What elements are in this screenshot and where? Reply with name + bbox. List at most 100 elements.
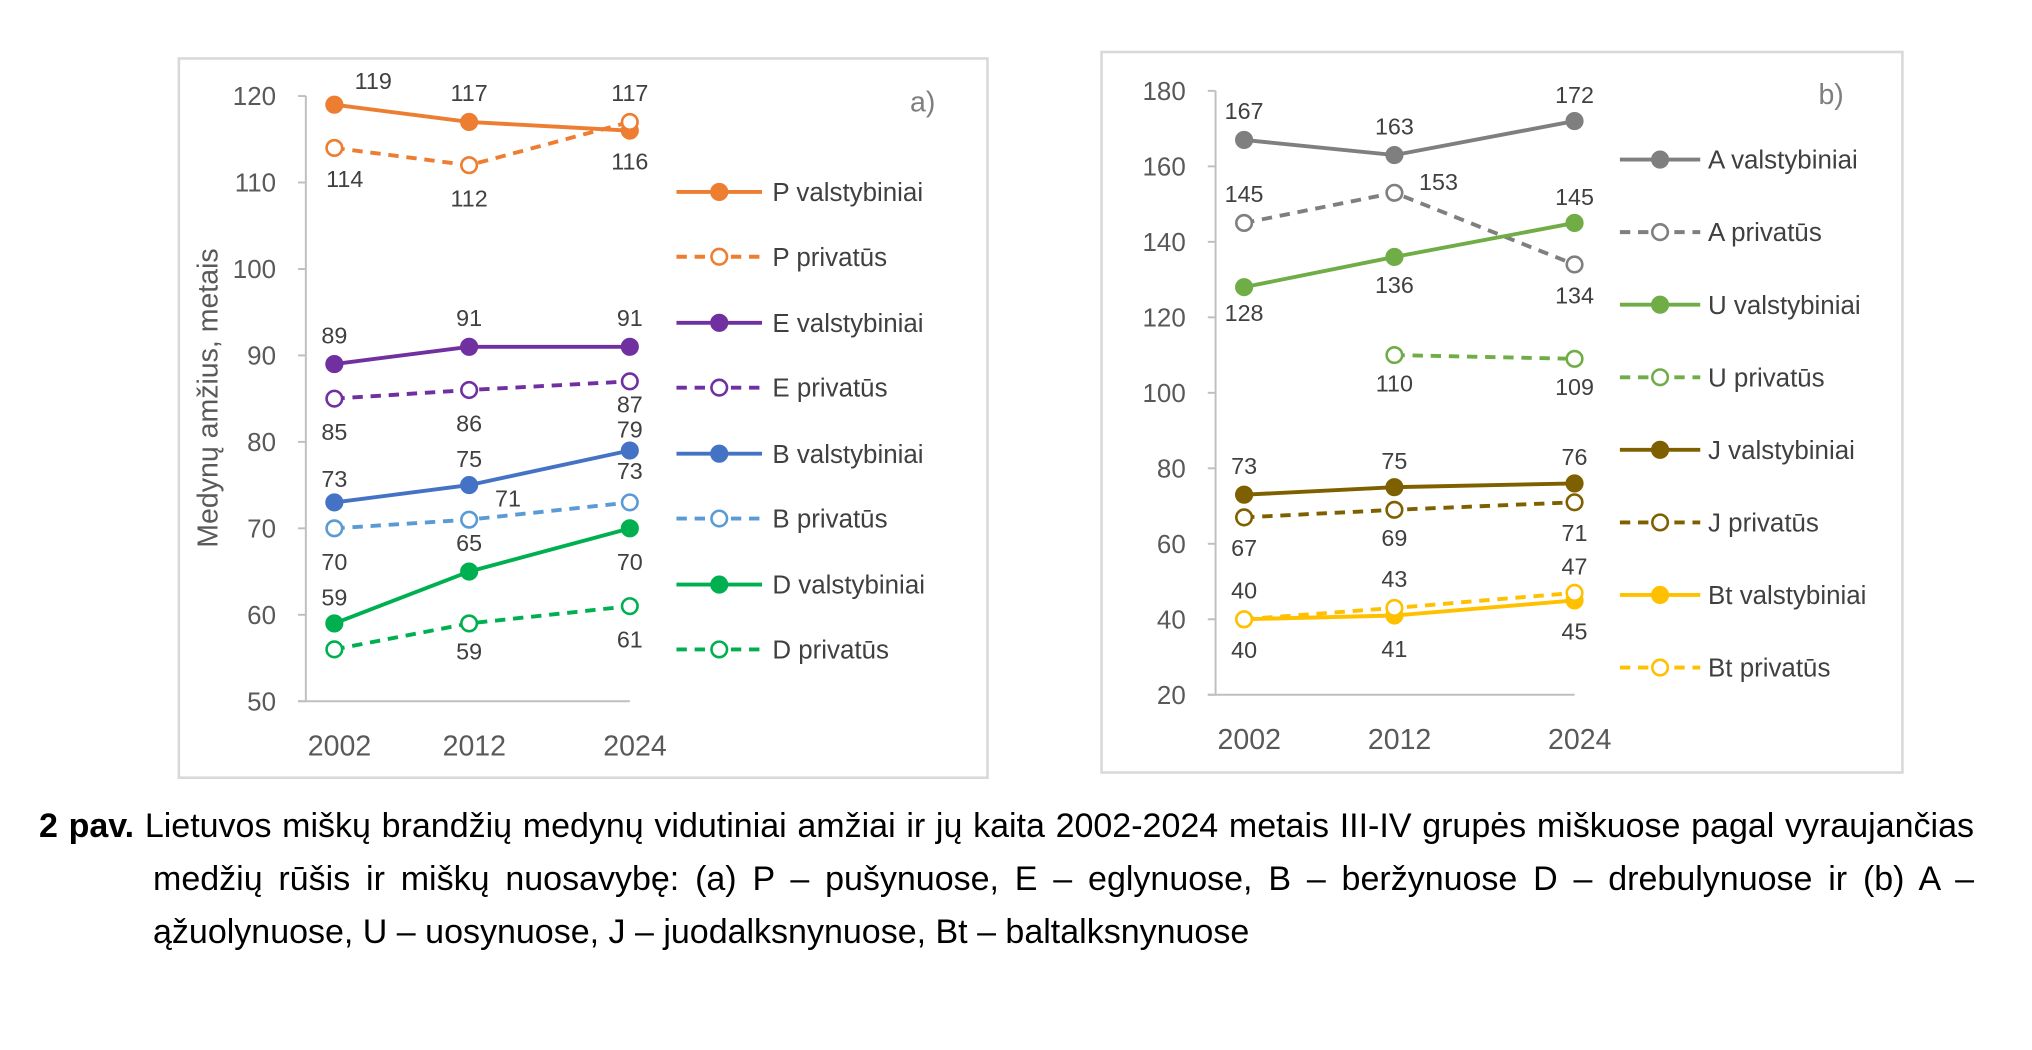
- series-u-privatūs: 110 109: [1376, 346, 1594, 400]
- data-point: [325, 493, 344, 512]
- data-label: 109: [1555, 374, 1594, 400]
- legend-marker: [1651, 223, 1670, 242]
- data-point: [1385, 247, 1404, 267]
- legend-marker: [710, 182, 729, 202]
- data-label: 65: [456, 530, 482, 556]
- chart-frame: [177, 57, 989, 779]
- data-label: 117: [611, 80, 648, 106]
- y-tick-label: 50: [247, 688, 276, 716]
- legend-item: U privatūs: [1619, 364, 1825, 392]
- legend-item: E privatūs: [676, 375, 888, 403]
- data-point: [620, 441, 639, 460]
- data-point: [1385, 346, 1404, 365]
- data-label: 79: [617, 417, 643, 443]
- series-p-valstybiniai: 119 117 116: [325, 68, 648, 175]
- data-label: 75: [456, 446, 482, 472]
- legend-label: P privatūs: [772, 244, 887, 272]
- data-label: 67: [1231, 535, 1257, 561]
- data-label: 61: [617, 627, 643, 653]
- data-point: [620, 337, 639, 356]
- legend-label: B privatūs: [772, 506, 887, 534]
- x-tick-label: 2012: [1368, 724, 1431, 756]
- legend-label: A valstybiniai: [1708, 147, 1858, 175]
- data-label: 89: [321, 322, 347, 348]
- data-point: [325, 614, 344, 633]
- data-label: 76: [1562, 444, 1588, 470]
- data-point: [460, 476, 479, 495]
- legend-marker: [1651, 585, 1670, 605]
- data-label: 134: [1555, 282, 1594, 308]
- data-label: 40: [1231, 578, 1257, 604]
- data-point: [325, 138, 344, 157]
- y-tick-label: 70: [247, 515, 276, 543]
- data-label: 112: [451, 186, 488, 212]
- x-tick-label: 2002: [308, 731, 371, 763]
- y-tick-label: 140: [1143, 229, 1186, 257]
- series-u-valstybiniai: 128 136 145: [1225, 184, 1594, 326]
- legend-marker: [710, 378, 729, 397]
- panel-label: b): [1818, 79, 1843, 111]
- series-line: [1394, 353, 1575, 361]
- series-b-valstybiniai: 73 75 79: [321, 417, 643, 512]
- series-bt-privatūs: 40 43 47: [1231, 554, 1588, 629]
- data-point: [1565, 255, 1584, 274]
- data-point: [1235, 213, 1254, 233]
- data-point: [1565, 213, 1584, 233]
- data-point: [1385, 145, 1404, 165]
- data-label: 45: [1562, 618, 1588, 644]
- data-label: 153: [1419, 169, 1458, 195]
- data-label: 163: [1375, 113, 1414, 139]
- series-d-privatūs: 59 61: [325, 597, 643, 665]
- data-point: [620, 493, 639, 512]
- data-label: 172: [1555, 82, 1594, 108]
- legend-item: D valstybiniai: [676, 572, 925, 600]
- legend-item: P privatūs: [676, 244, 887, 272]
- legend-marker: [1651, 513, 1670, 532]
- series-j-valstybiniai: 73 75 76: [1231, 444, 1588, 504]
- data-label: 114: [326, 166, 363, 192]
- legend-item: Bt valstybiniai: [1619, 582, 1866, 610]
- data-label: 43: [1381, 566, 1407, 592]
- y-tick-label: 40: [1157, 606, 1186, 634]
- data-point: [460, 380, 479, 400]
- data-point: [460, 614, 479, 633]
- legend-item: P valstybiniai: [676, 179, 923, 207]
- data-point: [460, 562, 479, 581]
- legend-label: J valstybiniai: [1708, 437, 1855, 465]
- y-tick-label: 90: [247, 342, 276, 370]
- legend-label: U valstybiniai: [1708, 292, 1861, 320]
- data-point: [325, 519, 344, 538]
- data-label: 116: [611, 149, 648, 175]
- y-tick-label: 60: [247, 602, 276, 630]
- legend-item: B valstybiniai: [676, 441, 924, 469]
- data-point: [1235, 485, 1254, 504]
- legend-item: B privatūs: [676, 506, 888, 534]
- legend-marker: [1651, 150, 1670, 169]
- data-label: 73: [617, 458, 643, 484]
- legend-label: E valstybiniai: [772, 310, 923, 338]
- legend-item: J privatūs: [1619, 509, 1819, 537]
- data-label: 85: [321, 419, 347, 445]
- data-label: 70: [617, 549, 643, 575]
- legend-marker: [1651, 440, 1670, 459]
- legend-item: U valstybiniai: [1619, 292, 1861, 320]
- data-point: [1235, 508, 1254, 527]
- data-label: 59: [456, 639, 482, 665]
- data-point: [325, 640, 344, 659]
- legend-marker: [710, 640, 729, 659]
- legend-item: J valstybiniai: [1619, 437, 1855, 465]
- series-a-valstybiniai: 167 163 172: [1225, 82, 1594, 165]
- legend-label: Bt valstybiniai: [1708, 582, 1866, 610]
- y-tick-label: 100: [1143, 380, 1186, 408]
- data-label: 167: [1225, 98, 1264, 124]
- data-point: [1565, 583, 1584, 602]
- legend-label: D privatūs: [772, 636, 889, 664]
- data-point: [1235, 130, 1254, 150]
- data-point: [325, 354, 344, 374]
- data-point: [620, 597, 639, 616]
- y-tick-label: 160: [1143, 153, 1186, 181]
- data-label: 41: [1381, 636, 1407, 662]
- legend-item: A privatūs: [1619, 219, 1822, 247]
- figure-caption: 2 pav. Lietuvos miškų brandžių medynų vi…: [39, 800, 1974, 959]
- legend-item: E valstybiniai: [676, 310, 924, 338]
